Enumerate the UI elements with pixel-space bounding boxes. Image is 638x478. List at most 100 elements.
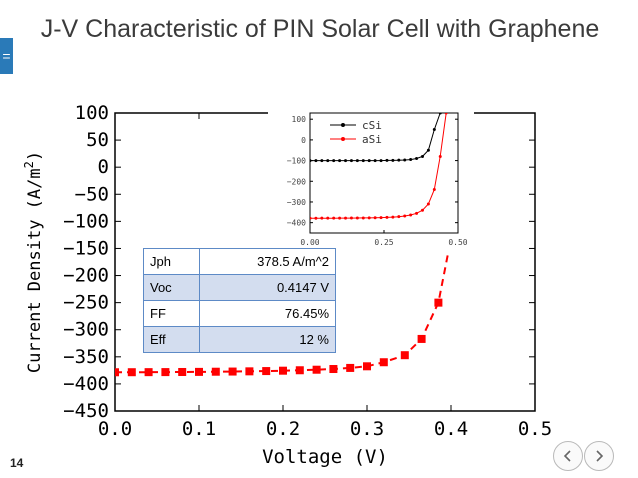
inset-series-point-cSi <box>344 159 348 163</box>
menu-tab[interactable]: = <box>0 38 13 74</box>
main-series-point <box>211 367 220 376</box>
x-tick-label: 0.2 <box>266 418 300 440</box>
inset-y-tick-label: −100 <box>287 157 306 166</box>
stats-value: 0.4147 V <box>198 274 337 301</box>
inset-series-point-cSi <box>403 158 407 162</box>
stats-label: Voc <box>143 274 200 301</box>
inset-series-point-aSi <box>397 215 401 219</box>
inset-series-point-cSi <box>320 159 324 163</box>
inset-series-point-aSi <box>373 216 377 220</box>
y-tick-label: −50 <box>75 183 109 205</box>
legend-label-cSi: cSi <box>362 119 382 132</box>
inset-series-point-cSi <box>326 159 330 163</box>
inset-series-point-aSi <box>314 216 318 220</box>
y-tick-label: −450 <box>63 400 109 422</box>
slide-title: J-V Characteristic of PIN Solar Cell wit… <box>40 15 600 43</box>
inset-series-point-cSi <box>332 159 336 163</box>
inset-y-tick-label: 0 <box>301 136 306 145</box>
main-series-point <box>115 368 119 377</box>
main-series-point <box>195 367 203 376</box>
y-tick-label: −100 <box>63 210 109 232</box>
inset-series-point-aSi <box>385 215 389 219</box>
inset-series-point-aSi <box>444 113 448 115</box>
inset-series-point-cSi <box>409 158 413 162</box>
inset-series-point-cSi <box>385 158 389 162</box>
inset-y-tick-label: −300 <box>287 198 306 207</box>
inset-series-point-cSi <box>373 159 377 163</box>
inset-series-group <box>310 113 448 220</box>
inset-series-point-aSi <box>355 216 359 220</box>
legend-label-aSi: aSi <box>362 133 382 146</box>
inset-series-point-aSi <box>349 216 353 220</box>
main-series-point <box>144 368 153 377</box>
main-series-point <box>346 363 355 372</box>
main-series-point <box>329 365 338 374</box>
inset-series-point-cSi <box>397 158 401 162</box>
chevron-right-icon <box>596 450 604 462</box>
inset-series-point-cSi <box>438 113 442 115</box>
main-series-point <box>279 366 287 375</box>
inset-x-tick-label: 0.50 <box>448 238 467 247</box>
inset-series-point-cSi <box>338 159 342 163</box>
inset-series-point-aSi <box>320 216 324 220</box>
stats-value: 12 % <box>198 326 337 353</box>
previous-slide-button[interactable] <box>553 441 583 471</box>
inset-series-point-cSi <box>379 159 383 163</box>
y-tick-label: −350 <box>63 346 109 368</box>
inset-y-tick-label: −400 <box>287 219 306 228</box>
inset-series-point-cSi <box>361 159 365 163</box>
inset-series-point-cSi <box>415 157 419 161</box>
stats-row: FF 76.45% <box>143 300 337 327</box>
menu-icon: = <box>2 48 11 64</box>
y-tick-label: −400 <box>63 373 109 395</box>
x-tick-label: 0.0 <box>98 418 132 440</box>
inset-background <box>268 109 474 251</box>
inset-series-point-aSi <box>432 188 436 192</box>
stats-value: 378.5 A/m^2 <box>198 248 337 275</box>
main-series-point <box>379 358 388 367</box>
main-series-point <box>434 298 443 307</box>
legend-marker-aSi <box>341 137 345 141</box>
y-axis-label: Current Density (A/m2) <box>22 151 45 373</box>
inset-series-point-aSi <box>332 216 336 220</box>
main-series-point <box>417 334 426 343</box>
inset-series-point-aSi <box>426 202 430 206</box>
main-series-point <box>245 367 254 376</box>
inset-series-point-cSi <box>391 158 395 162</box>
x-tick-label: 0.5 <box>518 418 552 440</box>
main-series-point <box>161 368 170 377</box>
main-series-point <box>262 367 271 376</box>
stats-row: Eff 12 % <box>143 326 337 353</box>
stats-label: Eff <box>143 326 200 353</box>
inset-x-tick-label: 0.25 <box>374 238 393 247</box>
inset-series-point-aSi <box>420 208 424 212</box>
main-series-point <box>400 351 409 360</box>
inset-y-tick-label: 100 <box>292 115 307 124</box>
inset-series-point-aSi <box>361 216 365 220</box>
inset-y-tick-label: −200 <box>287 177 306 186</box>
stats-value: 76.45% <box>198 300 337 327</box>
inset-series-point-cSi <box>432 128 436 132</box>
inset-series-point-aSi <box>344 216 348 220</box>
inset-x-tick-label: 0.00 <box>300 238 319 247</box>
main-series-point <box>178 367 187 376</box>
inset-series-point-aSi <box>338 216 342 220</box>
inset-series-point-aSi <box>403 214 407 218</box>
inset-series-point-cSi <box>420 154 424 158</box>
inset-series-point-aSi <box>379 216 383 220</box>
y-tick-label: −200 <box>63 265 109 287</box>
chevron-left-icon <box>563 450 571 462</box>
next-slide-button[interactable] <box>584 441 614 471</box>
stats-row: Jph 378.5 A/m^2 <box>143 248 337 275</box>
inset-series-point-aSi <box>310 216 312 220</box>
stats-table: Jph 378.5 A/m^2 Voc 0.4147 V FF 76.45% Eff 12 % <box>143 248 337 353</box>
x-axis-label: Voltage (V) <box>262 446 388 468</box>
legend-marker-cSi <box>341 123 345 127</box>
x-tick-label: 0.3 <box>350 418 384 440</box>
inset-series-point-aSi <box>326 216 330 220</box>
inset-series-point-cSi <box>349 159 353 163</box>
main-series-point <box>295 366 304 375</box>
y-tick-label: −150 <box>63 237 109 259</box>
inset-series-point-cSi <box>310 159 312 163</box>
